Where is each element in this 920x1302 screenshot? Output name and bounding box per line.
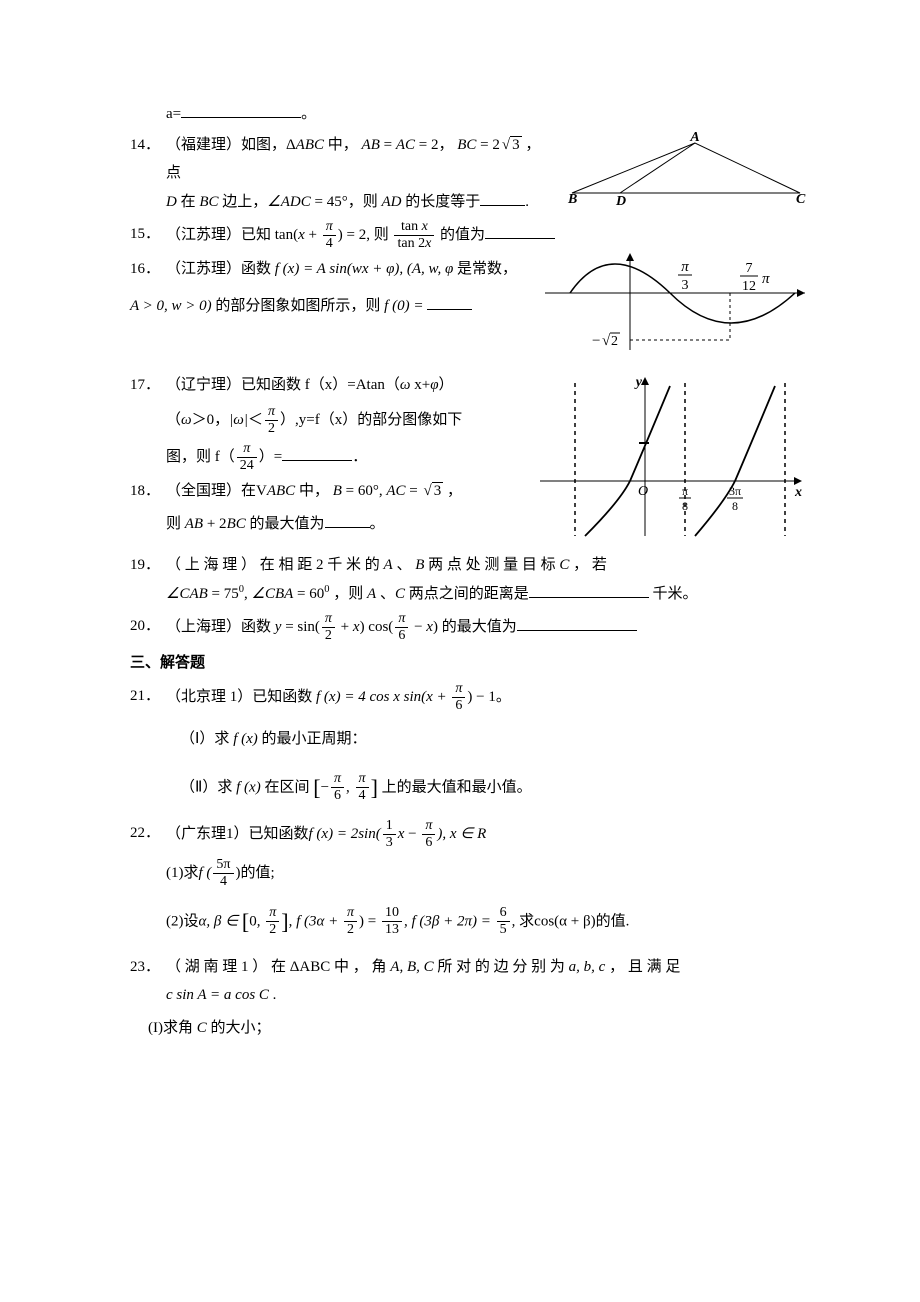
svg-text:3: 3	[682, 278, 689, 293]
q16-content: （江苏理）函数 f (x) = A sin(wx + φ), (A, w, φ …	[166, 255, 520, 284]
svg-text:π: π	[762, 271, 770, 287]
q14-content: （福建理）如图，ΔABC 中， AB = AC = 2， BC = 23 ，点 …	[166, 131, 550, 217]
q14-num: 14．	[130, 131, 166, 160]
q16-blank	[427, 295, 472, 310]
q13-end: 。	[301, 106, 316, 122]
q21-num: 21．	[130, 682, 166, 711]
svg-text:y: y	[634, 375, 643, 390]
tan-svg: y x O π 8 3π 8	[530, 371, 810, 541]
svg-text:3π: 3π	[729, 484, 741, 498]
q15-num: 15．	[130, 220, 166, 249]
svg-text:π: π	[682, 484, 688, 498]
svg-text:C: C	[796, 192, 806, 206]
svg-text:√: √	[602, 333, 611, 349]
q15: 15． （江苏理）已知 tan(x + π4) = 2, 则 tan xtan …	[130, 220, 810, 251]
svg-text:8: 8	[682, 499, 688, 513]
q16: 16． （江苏理）函数 f (x) = A sin(wx + φ), (A, w…	[130, 255, 520, 284]
q20-num: 20．	[130, 612, 166, 641]
q13-blank	[181, 104, 301, 119]
q20-content: （上海理）函数 y = sin(π2 + x) cos(π6 − x) 的最大值…	[166, 612, 810, 643]
q19-content: （ 上 海 理 ） 在 相 距 2 千 米 的 A 、 B 两 点 处 测 量 …	[166, 551, 810, 608]
svg-text:O: O	[638, 484, 648, 499]
q22-content: （广东理1）已知函数f (x) = 2sin(13x − π6), x ∈ R	[166, 819, 810, 850]
q22-p1: (1)求f (5π4)的值;	[130, 858, 810, 889]
q23-content: （ 湖 南 理 1 ） 在 ΔABC 中 ， 角 A, B, C 所 对 的 边…	[166, 953, 810, 1010]
sine-svg: π 3 7 12 π − √ 2	[530, 245, 810, 360]
svg-text:B: B	[567, 192, 577, 206]
svg-text:−: −	[592, 333, 600, 349]
q22: 22． （广东理1）已知函数f (x) = 2sin(13x − π6), x …	[130, 819, 810, 850]
q15-content: （江苏理）已知 tan(x + π4) = 2, 则 tan xtan 2x 的…	[166, 220, 810, 251]
q22-p2: (2)设α, β ∈ [0, π2], f (3α + π2) = 1013, …	[130, 901, 810, 943]
svg-text:12: 12	[742, 279, 756, 294]
q14-blank	[480, 191, 525, 206]
svg-text:D: D	[615, 194, 626, 206]
q19-blank	[529, 583, 649, 598]
q23: 23． （ 湖 南 理 1 ） 在 ΔABC 中 ， 角 A, B, C 所 对…	[130, 953, 810, 1010]
q23-p1: (I)求角 C 的大小；	[130, 1014, 810, 1043]
q17: 17． （辽宁理）已知函数 f（x）=Atan（ω x+φ） （ω＞0，|ω|＜…	[130, 371, 520, 474]
q19: 19． （ 上 海 理 ） 在 相 距 2 千 米 的 A 、 B 两 点 处 …	[130, 551, 810, 608]
q23-num: 23．	[130, 953, 166, 982]
q16-num: 16．	[130, 255, 166, 284]
fig-triangle: A B C D	[560, 131, 810, 217]
q18-num: 18．	[130, 477, 166, 506]
q17-blank	[282, 446, 352, 461]
q18: 18． （全国理）在VABC 中， B = 60°, AC = 3 ， 则 AB…	[130, 477, 520, 538]
fig-sine: π 3 7 12 π − √ 2	[530, 245, 810, 371]
q17-content: （辽宁理）已知函数 f（x）=Atan（ω x+φ） （ω＞0，|ω|＜π2）,…	[166, 371, 520, 474]
svg-text:A: A	[689, 131, 699, 145]
q14: 14． （福建理）如图，ΔABC 中， AB = AC = 2， BC = 23…	[130, 131, 550, 217]
q18-blank	[325, 513, 370, 528]
svg-text:x: x	[794, 485, 802, 500]
q17-num: 17．	[130, 371, 166, 400]
svg-text:π: π	[681, 259, 689, 275]
q21-p2: （Ⅱ）求 f (x) 在区间 [−π6, π4] 上的最大值和最小值。	[130, 767, 810, 809]
section-3-header: 三、解答题	[130, 649, 810, 678]
q13-a: a=	[166, 106, 181, 122]
svg-text:2: 2	[611, 334, 618, 349]
q21-p1: （Ⅰ）求 f (x) 的最小正周期：	[130, 725, 810, 754]
q15-blank	[485, 224, 555, 239]
q18-content: （全国理）在VABC 中， B = 60°, AC = 3 ， 则 AB + 2…	[166, 477, 520, 538]
fig-tan: y x O π 8 3π 8	[530, 371, 810, 552]
q20-blank	[517, 616, 637, 631]
svg-text:8: 8	[732, 499, 738, 513]
q13-tail: a= 。	[130, 100, 810, 129]
svg-text:7: 7	[746, 261, 753, 276]
q21-content: （北京理 1）已知函数 f (x) = 4 cos x sin(x + π6) …	[166, 682, 810, 713]
q22-num: 22．	[130, 819, 166, 848]
q21: 21． （北京理 1）已知函数 f (x) = 4 cos x sin(x + …	[130, 682, 810, 713]
triangle-svg: A B C D	[560, 131, 810, 206]
q19-num: 19．	[130, 551, 166, 580]
q20: 20． （上海理）函数 y = sin(π2 + x) cos(π6 − x) …	[130, 612, 810, 643]
